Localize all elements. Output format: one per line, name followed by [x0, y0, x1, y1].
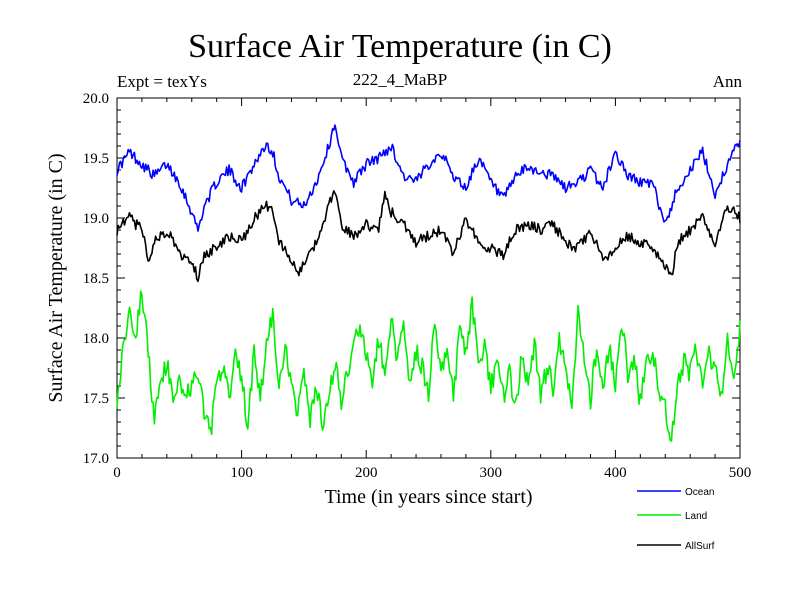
y-tick-label: 17.0 [83, 451, 109, 467]
legend-label-ocean: Ocean [685, 487, 714, 498]
y-tick-label: 17.5 [83, 391, 109, 407]
season-label: Ann [712, 72, 742, 91]
legend-label-allsurf: AllSurf [685, 541, 715, 552]
y-tick-label: 20.0 [83, 91, 109, 107]
y-tick-label: 19.0 [83, 211, 109, 227]
chart-title: Surface Air Temperature (in C) [188, 28, 612, 65]
series-line-ocean [116, 124, 741, 232]
x-axis-label: Time (in years since start) [324, 486, 532, 508]
x-tick-label: 0 [113, 465, 121, 481]
x-tick-label: 100 [230, 465, 253, 481]
legend-label-land: Land [685, 511, 707, 522]
x-tick-label: 200 [355, 465, 378, 481]
experiment-label: Expt = texYs [117, 72, 207, 91]
y-tick-label: 19.5 [83, 151, 109, 167]
x-tick-label: 300 [480, 465, 503, 481]
x-tick-label: 400 [604, 465, 627, 481]
y-tick-label: 18.0 [83, 331, 109, 347]
plot-frame [116, 97, 741, 459]
x-tick-label: 500 [729, 465, 752, 481]
chart-subtitle: 222_4_MaBP [352, 70, 448, 89]
y-axis-label: Surface Air Temperature (in C) [45, 153, 67, 402]
y-tick-label: 18.5 [83, 271, 109, 287]
series-line-allsurf [116, 190, 741, 283]
series-line-land [116, 290, 741, 442]
